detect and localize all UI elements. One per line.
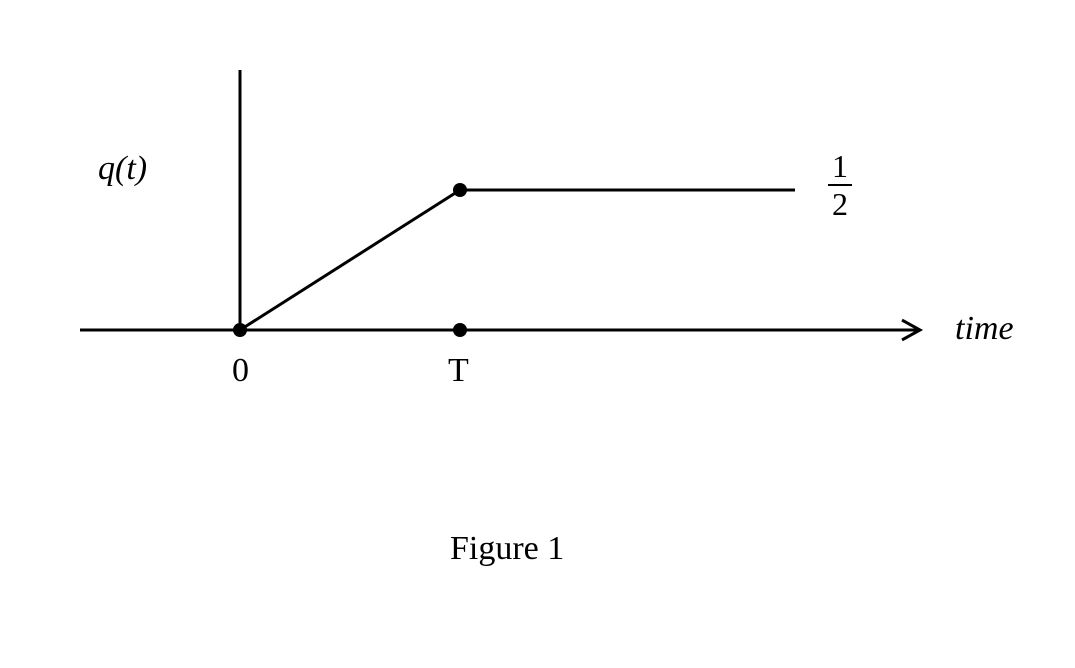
fraction-denominator: 2 bbox=[832, 186, 848, 220]
y-axis-label: q(t) bbox=[98, 150, 147, 188]
fraction-numerator: 1 bbox=[828, 150, 852, 186]
x-tick-T: T bbox=[448, 352, 469, 390]
chart-container: q(t) time 0 T 1 2 Figure 1 bbox=[0, 0, 1075, 663]
figure-caption: Figure 1 bbox=[450, 530, 564, 568]
y-value-fraction: 1 2 bbox=[828, 150, 852, 220]
x-tick-origin: 0 bbox=[232, 352, 249, 390]
x-axis-label: time bbox=[955, 310, 1014, 348]
